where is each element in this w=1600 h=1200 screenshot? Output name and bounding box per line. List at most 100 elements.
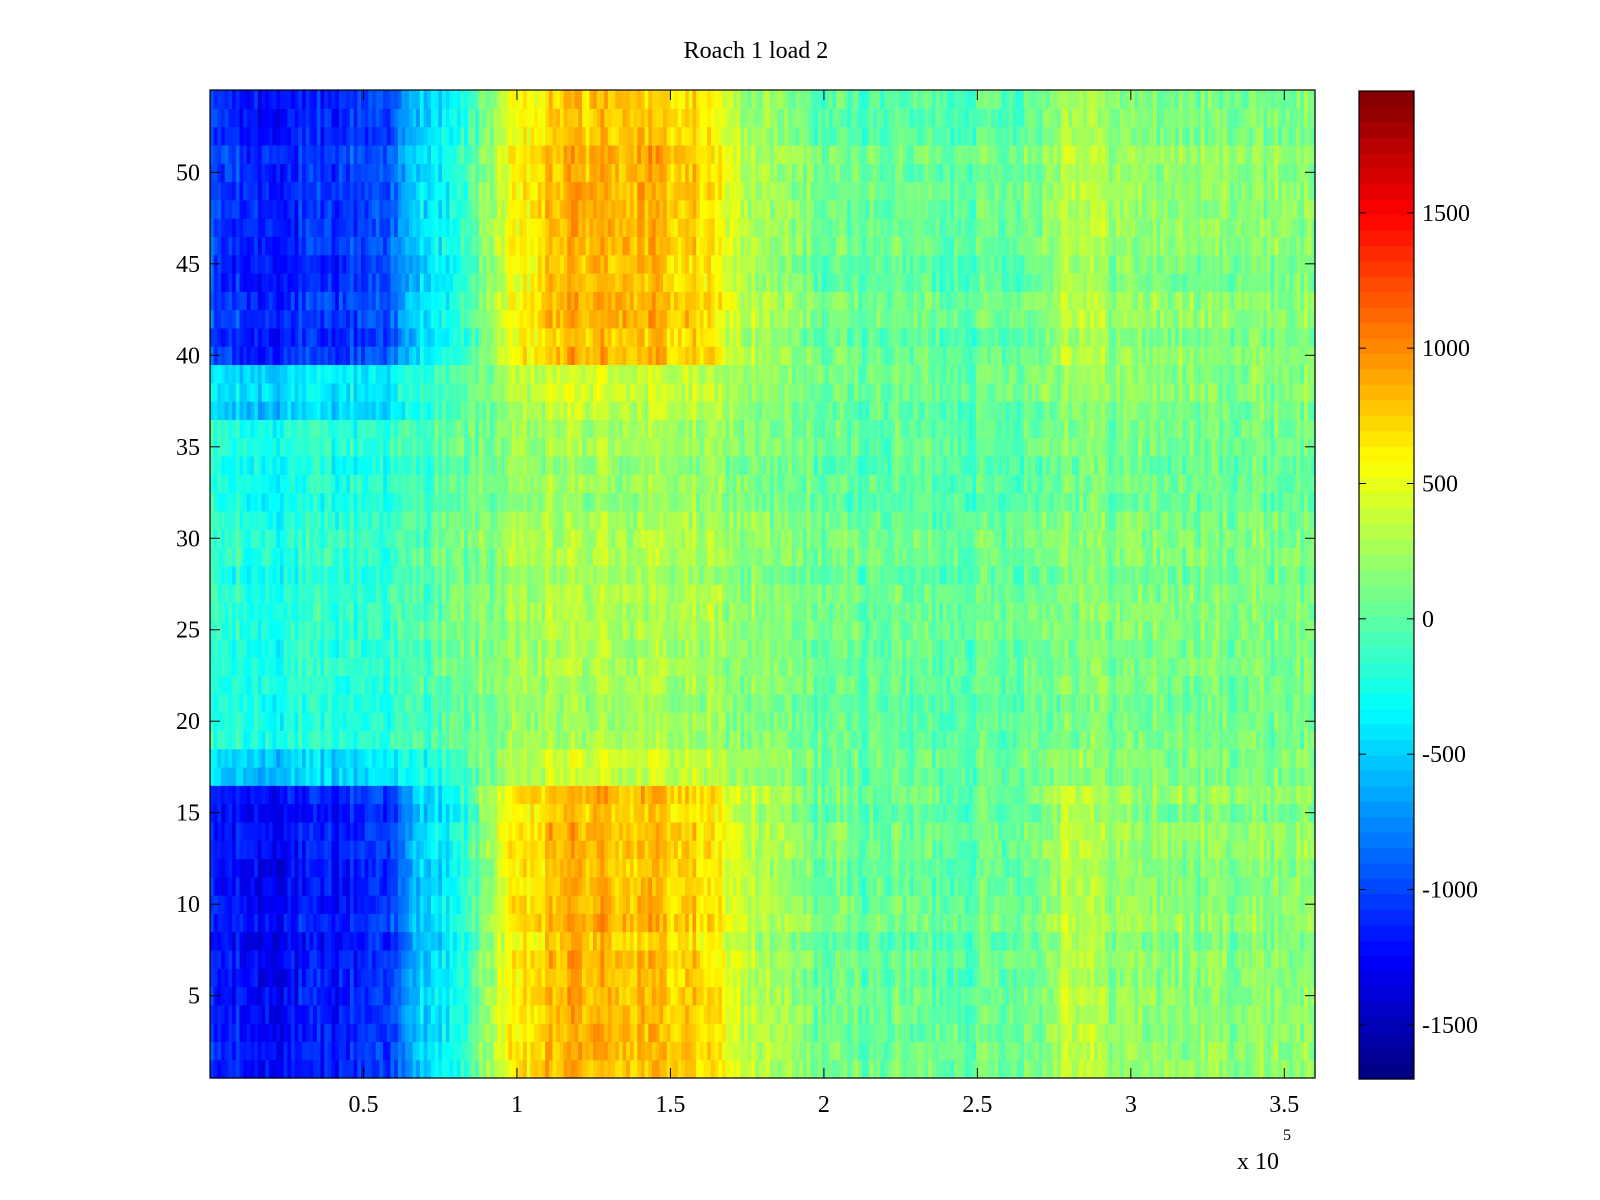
heatmap-cell [493,821,498,841]
heatmap-cell [556,1004,561,1024]
heatmap-cell [589,949,594,969]
heatmap-cell [246,1041,252,1061]
heatmap-cell [1171,1041,1176,1061]
heatmap-cell [685,840,690,860]
heatmap-cell [342,1041,347,1061]
heatmap-cell [427,949,432,969]
heatmap-cell [482,1059,487,1079]
heatmap-cell [221,986,226,1006]
heatmap-cell [335,913,340,933]
heatmap-cell [633,858,638,878]
heatmap-cell [1252,895,1257,914]
heatmap-cell [1252,876,1257,896]
heatmap-cell [762,1041,767,1061]
heatmap-cell [408,895,414,914]
heatmap-cell [246,766,252,786]
heatmap-cell [309,821,314,841]
heatmap-cell [456,986,462,1006]
heatmap-cell [276,840,281,860]
heatmap-cell [508,821,513,841]
heatmap-cell [957,785,962,805]
heatmap-cell [1024,913,1029,933]
heatmap-cell [397,968,403,988]
heatmap-cell [836,968,841,988]
heatmap-cell [1303,840,1309,860]
heatmap-cell [1178,968,1183,988]
heatmap-cell [699,931,705,951]
heatmap-cell [1145,803,1150,823]
heatmap-cell [607,968,613,988]
heatmap-cell [390,803,395,823]
heatmap-cell [994,821,999,841]
heatmap-cell [762,1023,767,1043]
heatmap-cell [1215,968,1220,988]
heatmap-cell [979,1004,985,1024]
heatmap-cell [589,803,594,823]
heatmap-cell [1204,949,1209,969]
heatmap-cell [497,1004,502,1024]
heatmap-cell [839,1059,845,1079]
heatmap-cell [659,876,664,896]
heatmap-cell [1256,1059,1261,1079]
heatmap-cell [747,913,753,933]
heatmap-cell [942,986,948,1006]
heatmap-cell [357,785,362,805]
heatmap-cell [486,840,491,860]
heatmap-cell [600,1059,605,1079]
heatmap-cell [714,986,719,1006]
heatmap-cell [777,1059,782,1079]
heatmap-cell [1270,785,1276,805]
heatmap-cell [935,785,940,805]
heatmap-cell [906,1023,911,1043]
heatmap-cell [758,840,764,860]
heatmap-cell [401,876,406,896]
heatmap-cell [931,913,937,933]
heatmap-cell [1256,1004,1261,1024]
heatmap-cell [854,1059,859,1079]
heatmap-cell [563,840,568,860]
heatmap-cell [519,840,524,860]
heatmap-cell [1068,986,1073,1006]
heatmap-cell [791,821,797,841]
heatmap-cell [471,840,476,860]
heatmap-cell [294,840,299,860]
heatmap-cell [666,895,672,914]
heatmap-cell [965,931,970,951]
heatmap-cell [335,1004,340,1024]
heatmap-cell [611,1059,616,1079]
heatmap-cell [456,949,462,969]
heatmap-cell [1178,1004,1183,1024]
heatmap-cell [931,803,937,823]
heatmap-cell [235,1023,241,1043]
heatmap-cell [615,821,620,841]
heatmap-cell [1274,876,1279,896]
heatmap-cell [677,821,683,841]
heatmap-cell [935,1059,940,1079]
heatmap-cell [397,1041,403,1061]
heatmap-cell [1289,1059,1294,1079]
heatmap-cell [1171,895,1176,914]
heatmap-cell [582,968,587,988]
heatmap-cell [803,931,808,951]
heatmap-cell [1027,803,1032,823]
heatmap-cell [1116,858,1121,878]
heatmap-cell [795,931,800,951]
heatmap-cell [1035,858,1040,878]
heatmap-cell [508,766,513,786]
heatmap-cell [983,968,988,988]
heatmap-cell [788,766,793,786]
heatmap-cell [265,876,270,896]
heatmap-cell [1127,913,1132,933]
heatmap-cell [478,949,484,969]
heatmap-cell [390,1041,395,1061]
heatmap-cell [261,986,266,1006]
heatmap-cell [909,986,915,1006]
heatmap-cell [383,858,388,878]
heatmap-cell [349,986,355,1006]
heatmap-cell [1119,931,1125,951]
heatmap-cell [1186,968,1191,988]
heatmap-cell [585,785,590,805]
heatmap-cell [316,931,322,951]
heatmap-cell [1009,1004,1014,1024]
heatmap-cell [1296,931,1301,951]
